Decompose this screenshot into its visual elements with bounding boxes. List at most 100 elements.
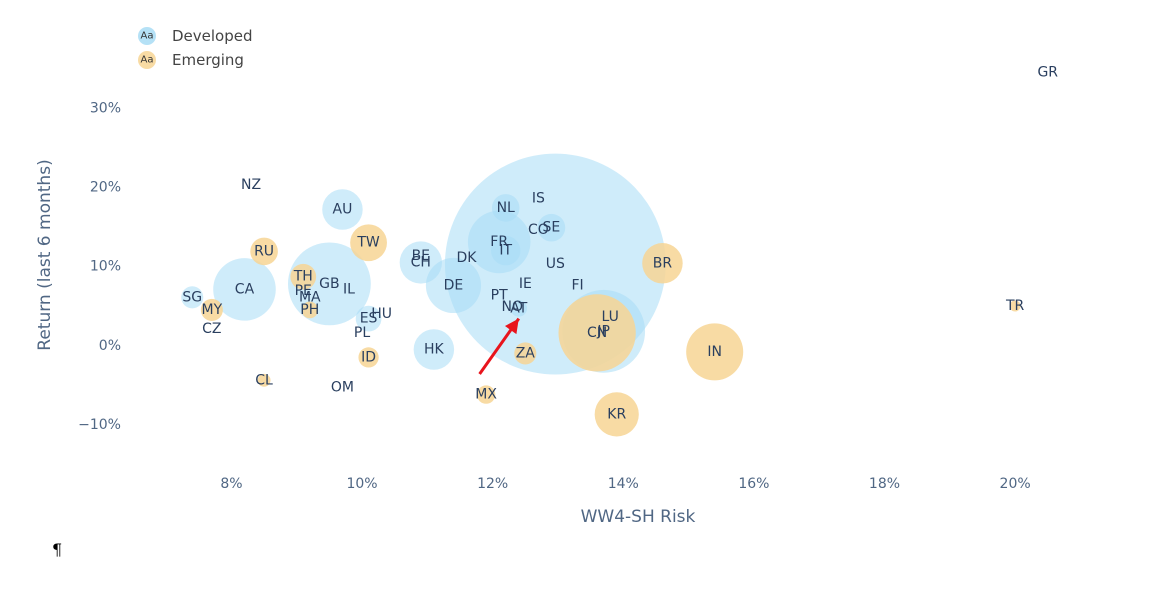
bubble-label-pe: PE bbox=[295, 283, 312, 299]
bubble-it[interactable] bbox=[490, 235, 521, 266]
bubble-label-il: IL bbox=[343, 281, 355, 297]
bubble-label-fr: FR bbox=[490, 234, 508, 250]
bubble-label-th: TH bbox=[293, 269, 313, 285]
y-tick-label: −10% bbox=[78, 417, 121, 433]
bubble-at[interactable] bbox=[510, 300, 528, 317]
bubble-label-nz: NZ bbox=[241, 177, 261, 193]
bubble-label-co: CO bbox=[528, 222, 549, 238]
bubble-tw[interactable] bbox=[350, 224, 387, 262]
bubble-label-hu: HU bbox=[371, 306, 392, 322]
y-tick-label: 20% bbox=[90, 180, 121, 196]
bubble-layer bbox=[181, 153, 1021, 437]
bubble-label-se: SE bbox=[543, 220, 561, 236]
bubble-ch[interactable] bbox=[399, 241, 442, 284]
bubble-label-tr: TR bbox=[1005, 298, 1025, 314]
bubble-label-es: ES bbox=[360, 311, 378, 327]
bubble-label-us: US bbox=[546, 256, 565, 272]
bubble-label-is: IS bbox=[532, 190, 545, 206]
bubble-th[interactable] bbox=[290, 263, 317, 290]
y-tick-label: 10% bbox=[90, 259, 121, 275]
bubble-es[interactable] bbox=[355, 305, 382, 332]
bubble-tr[interactable] bbox=[1009, 300, 1021, 312]
bubble-label-id: ID bbox=[361, 349, 376, 365]
annotation-arrow bbox=[478, 317, 520, 375]
bubble-my[interactable] bbox=[200, 298, 223, 322]
bubble-label-mx: MX bbox=[475, 387, 497, 403]
bubble-in[interactable] bbox=[686, 323, 744, 381]
bubble-label-cn: CN bbox=[587, 325, 607, 341]
legend-label-emerging[interactable]: Emerging bbox=[172, 51, 244, 69]
bubble-label-pl: PL bbox=[354, 325, 370, 341]
x-axis-title: WW4-SH Risk bbox=[581, 507, 696, 527]
bubble-label-tw: TW bbox=[356, 235, 380, 251]
bubble-label-cl: CL bbox=[255, 372, 273, 388]
y-axis-title: Return (last 6 months) bbox=[35, 159, 55, 350]
bubble-label-kr: KR bbox=[607, 406, 626, 422]
x-tick-label: 18% bbox=[869, 476, 900, 492]
bubble-label-ma: MA bbox=[299, 289, 321, 305]
bubble-label-gb: GB bbox=[319, 276, 339, 292]
pilcrow-mark: ¶ bbox=[52, 540, 63, 559]
x-tick-label: 8% bbox=[220, 476, 242, 492]
bubble-label-nl: NL bbox=[497, 200, 515, 216]
bubble-label-ph: PH bbox=[300, 302, 319, 318]
bubble-label-pt: PT bbox=[491, 288, 508, 304]
bubble-label-gr: GR bbox=[1037, 65, 1058, 81]
x-tick-label: 12% bbox=[477, 476, 508, 492]
bubble-label-za: ZA bbox=[516, 345, 536, 361]
bubble-label-be: BE bbox=[412, 248, 430, 264]
legend-swatch-text: Aa bbox=[141, 55, 154, 66]
bubble-cl[interactable] bbox=[257, 373, 271, 387]
y-axis-ticks: −10% 0% 10% 20% 30% bbox=[78, 100, 121, 432]
bubble-label-in: IN bbox=[707, 344, 722, 360]
legend-swatch-emerging bbox=[138, 51, 156, 69]
bubble-label-jp: JP bbox=[596, 323, 610, 339]
bubble-label-lu: LU bbox=[602, 309, 619, 325]
x-tick-label: 10% bbox=[346, 476, 377, 492]
bubble-ru[interactable] bbox=[250, 237, 278, 266]
bubble-br[interactable] bbox=[642, 243, 683, 284]
x-tick-label: 20% bbox=[1000, 476, 1031, 492]
x-tick-label: 14% bbox=[608, 476, 639, 492]
bubble-label-om: OM bbox=[331, 379, 354, 395]
bubble-label-ca: CA bbox=[235, 281, 255, 297]
bubble-za[interactable] bbox=[514, 342, 537, 365]
arrow-head bbox=[504, 318, 519, 335]
legend-swatch-developed bbox=[138, 27, 156, 45]
bubble-label-it: IT bbox=[499, 243, 512, 259]
y-tick-label: 30% bbox=[90, 100, 121, 116]
bubble-label-my: MY bbox=[202, 302, 223, 318]
bubble-label-fi: FI bbox=[571, 277, 583, 293]
bubble-id[interactable] bbox=[358, 347, 379, 368]
bubble-label-sg: SG bbox=[182, 289, 202, 305]
bubble-ca[interactable] bbox=[213, 258, 276, 321]
legend-label-developed[interactable]: Developed bbox=[172, 27, 253, 45]
bubble-label-au: AU bbox=[333, 202, 353, 218]
legend-swatch-text: Aa bbox=[141, 31, 154, 42]
bubble-hk[interactable] bbox=[413, 329, 455, 370]
bubble-kr[interactable] bbox=[594, 392, 639, 437]
y-tick-label: 0% bbox=[99, 338, 121, 354]
bubble-label-at: AT bbox=[510, 300, 527, 316]
bubble-label-de: DE bbox=[444, 277, 464, 293]
bubble-se[interactable] bbox=[537, 213, 566, 242]
bubble-label-ie: IE bbox=[519, 276, 532, 292]
bubble-cn[interactable] bbox=[558, 294, 636, 372]
bubble-label-ch: CH bbox=[411, 255, 431, 271]
bubble-label-dk: DK bbox=[457, 250, 478, 266]
bubble-nl[interactable] bbox=[491, 194, 520, 222]
bubble-ph[interactable] bbox=[301, 301, 319, 319]
bubble-label-hk: HK bbox=[424, 342, 445, 358]
bubble-label-ru: RU bbox=[254, 243, 274, 259]
bubble-label-br: BR bbox=[653, 255, 673, 271]
bubble-sg[interactable] bbox=[181, 286, 204, 309]
legend: Aa Developed Aa Emerging bbox=[138, 27, 253, 69]
x-tick-label: 16% bbox=[738, 476, 769, 492]
bubble-label-no: NO bbox=[501, 299, 523, 315]
bubble-mx[interactable] bbox=[476, 385, 496, 404]
bubble-label-cz: CZ bbox=[202, 321, 221, 337]
x-axis-ticks: 8% 10% 12% 14% 16% 18% 20% bbox=[220, 476, 1030, 492]
bubble-au[interactable] bbox=[322, 189, 363, 230]
